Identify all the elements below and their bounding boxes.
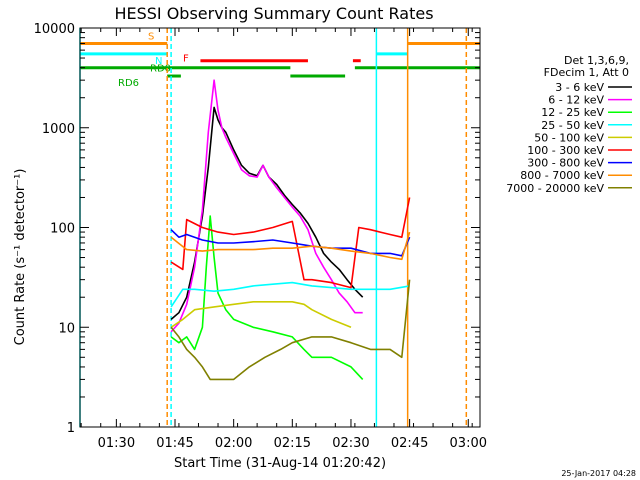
- chart-title: HESSI Observing Summary Count Rates: [114, 4, 433, 23]
- series-line-7: [170, 231, 411, 261]
- y-axis: 1 10 100 1000 10000: [34, 22, 480, 436]
- y-tick-label-1: 10: [58, 321, 75, 336]
- legend-label-1: 6 - 12 keV: [548, 94, 604, 107]
- legend-label-6: 300 - 800 keV: [527, 157, 604, 170]
- x-tick-label-2: 02:00: [215, 436, 252, 451]
- series-line-4: [170, 300, 352, 329]
- legend-label-8: 7000 - 20000 keV: [506, 182, 604, 195]
- x-axis-label: Start Time (31-Aug-14 01:20:42): [174, 456, 386, 471]
- flag-label-rd0: RD0: [150, 64, 171, 75]
- y-tick-label-3: 1000: [42, 122, 75, 137]
- series-line-1: [170, 79, 363, 333]
- y-tick-label-0: 1: [67, 421, 75, 436]
- flag-label-night: N: [155, 56, 162, 67]
- x-tick-label-4: 02:30: [332, 436, 369, 451]
- legend-header-0: Det 1,3,6,9,: [564, 54, 629, 67]
- y-axis-label: Count Rate (s⁻¹ detector⁻¹): [13, 169, 28, 346]
- generation-timestamp: 25-Jan-2017 04:28: [561, 469, 636, 478]
- x-tick-label-3: 02:15: [274, 436, 311, 451]
- legend-label-0: 3 - 6 keV: [555, 81, 604, 94]
- plot-frame: [79, 27, 481, 428]
- flag-label-rd6: RD6: [118, 78, 139, 89]
- series-lines: [170, 79, 411, 381]
- y-tick-label-2: 100: [50, 222, 75, 237]
- legend-label-5: 100 - 300 keV: [527, 144, 604, 157]
- legend-label-2: 12 - 25 keV: [541, 106, 604, 119]
- flag-label-saa: S: [148, 31, 154, 42]
- series-line-6: [170, 229, 411, 257]
- series-line-8: [170, 279, 411, 381]
- flag-bars: S N F RD0 RD6: [80, 31, 480, 89]
- x-tick-label-6: 03:00: [450, 436, 487, 451]
- legend-label-7: 800 - 7000 keV: [520, 169, 604, 182]
- series-line-5: [170, 197, 411, 289]
- series-line-3: [170, 281, 410, 308]
- flag-label-flare: F: [183, 54, 189, 65]
- legend-header-1: FDecim 1, Att 0: [544, 66, 629, 79]
- legend-label-3: 25 - 50 keV: [541, 119, 604, 132]
- x-axis: 01:30 01:45 02:00 02:15 02:30 02:45 03:00: [80, 28, 487, 451]
- x-tick-label-0: 01:30: [98, 436, 135, 451]
- legend-label-4: 50 - 100 keV: [534, 131, 604, 144]
- series-line-2: [170, 215, 364, 380]
- x-tick-label-5: 02:45: [391, 436, 428, 451]
- x-tick-label-1: 01:45: [156, 436, 193, 451]
- y-tick-label-4: 10000: [34, 22, 75, 37]
